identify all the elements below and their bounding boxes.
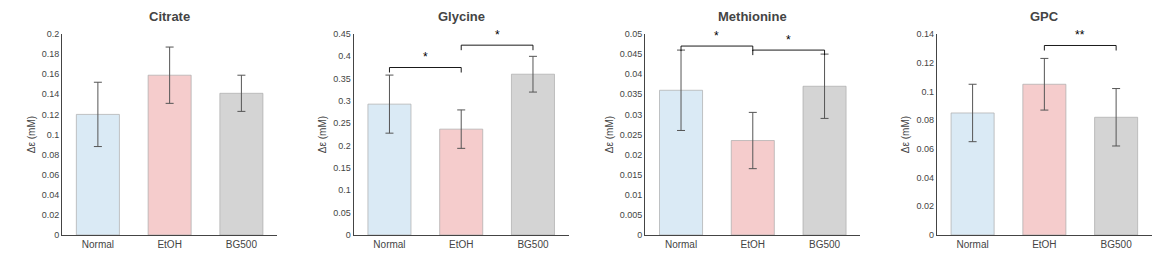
svg-text:0.12: 0.12 bbox=[916, 58, 934, 68]
svg-text:0.2: 0.2 bbox=[47, 29, 60, 39]
svg-text:0.1: 0.1 bbox=[338, 185, 351, 195]
svg-text:0: 0 bbox=[54, 230, 59, 240]
svg-text:0.08: 0.08 bbox=[916, 115, 934, 125]
svg-text:0.3: 0.3 bbox=[338, 96, 351, 106]
svg-text:EtOH: EtOH bbox=[157, 239, 181, 250]
svg-text:*: * bbox=[714, 29, 719, 43]
svg-text:0.04: 0.04 bbox=[42, 190, 60, 200]
svg-text:0.1: 0.1 bbox=[47, 130, 60, 140]
svg-text:0.025: 0.025 bbox=[620, 130, 643, 140]
svg-text:0.005: 0.005 bbox=[620, 210, 643, 220]
svg-text:Normal: Normal bbox=[956, 239, 988, 250]
svg-text:0: 0 bbox=[929, 230, 934, 240]
svg-text:**: ** bbox=[1075, 28, 1085, 42]
svg-text:0.14: 0.14 bbox=[42, 89, 60, 99]
svg-text:EtOH: EtOH bbox=[1032, 239, 1056, 250]
svg-text:Normal: Normal bbox=[665, 239, 697, 250]
svg-text:0.15: 0.15 bbox=[333, 163, 351, 173]
svg-text:Normal: Normal bbox=[373, 239, 405, 250]
svg-text:0.05: 0.05 bbox=[625, 29, 643, 39]
svg-text:BG500: BG500 bbox=[1101, 239, 1133, 250]
svg-text:Δε (mM): Δε (mM) bbox=[900, 116, 911, 153]
svg-text:EtOH: EtOH bbox=[741, 239, 765, 250]
svg-text:Methionine: Methionine bbox=[718, 9, 787, 24]
svg-text:*: * bbox=[495, 28, 500, 42]
svg-text:BG500: BG500 bbox=[226, 239, 258, 250]
svg-text:0.02: 0.02 bbox=[42, 210, 60, 220]
svg-text:0.03: 0.03 bbox=[625, 110, 643, 120]
svg-text:0.08: 0.08 bbox=[42, 150, 60, 160]
svg-text:0.04: 0.04 bbox=[916, 173, 934, 183]
svg-text:GPC: GPC bbox=[1030, 9, 1059, 24]
svg-text:Citrate: Citrate bbox=[149, 9, 190, 24]
svg-text:Δε (mM): Δε (mM) bbox=[604, 116, 615, 153]
svg-text:0.12: 0.12 bbox=[42, 110, 60, 120]
svg-text:0.2: 0.2 bbox=[338, 141, 351, 151]
svg-text:EtOH: EtOH bbox=[449, 239, 473, 250]
svg-text:0.02: 0.02 bbox=[916, 201, 934, 211]
svg-text:0.06: 0.06 bbox=[42, 170, 60, 180]
svg-text:Glycine: Glycine bbox=[438, 9, 485, 24]
svg-text:0.45: 0.45 bbox=[333, 29, 351, 39]
svg-text:0: 0 bbox=[637, 230, 642, 240]
svg-text:0.35: 0.35 bbox=[333, 74, 351, 84]
svg-text:BG500: BG500 bbox=[517, 239, 549, 250]
svg-text:Δε (mM): Δε (mM) bbox=[26, 116, 37, 153]
svg-text:0.02: 0.02 bbox=[625, 150, 643, 160]
svg-text:0.035: 0.035 bbox=[620, 89, 643, 99]
svg-text:0.05: 0.05 bbox=[333, 208, 351, 218]
svg-text:0.16: 0.16 bbox=[42, 69, 60, 79]
svg-text:*: * bbox=[786, 33, 791, 47]
svg-text:0.045: 0.045 bbox=[620, 49, 643, 59]
svg-text:0.25: 0.25 bbox=[333, 118, 351, 128]
svg-text:0.1: 0.1 bbox=[921, 87, 934, 97]
svg-text:0.04: 0.04 bbox=[625, 69, 643, 79]
svg-text:0.015: 0.015 bbox=[620, 170, 643, 180]
svg-text:0.4: 0.4 bbox=[338, 51, 351, 61]
svg-text:0.14: 0.14 bbox=[916, 29, 934, 39]
svg-text:Δε (mM): Δε (mM) bbox=[317, 116, 328, 153]
svg-text:*: * bbox=[423, 50, 428, 64]
svg-text:0.06: 0.06 bbox=[916, 144, 934, 154]
svg-text:Normal: Normal bbox=[82, 239, 114, 250]
svg-text:BG500: BG500 bbox=[809, 239, 841, 250]
svg-text:0.18: 0.18 bbox=[42, 49, 60, 59]
svg-text:0: 0 bbox=[346, 230, 351, 240]
svg-text:0.01: 0.01 bbox=[625, 190, 643, 200]
